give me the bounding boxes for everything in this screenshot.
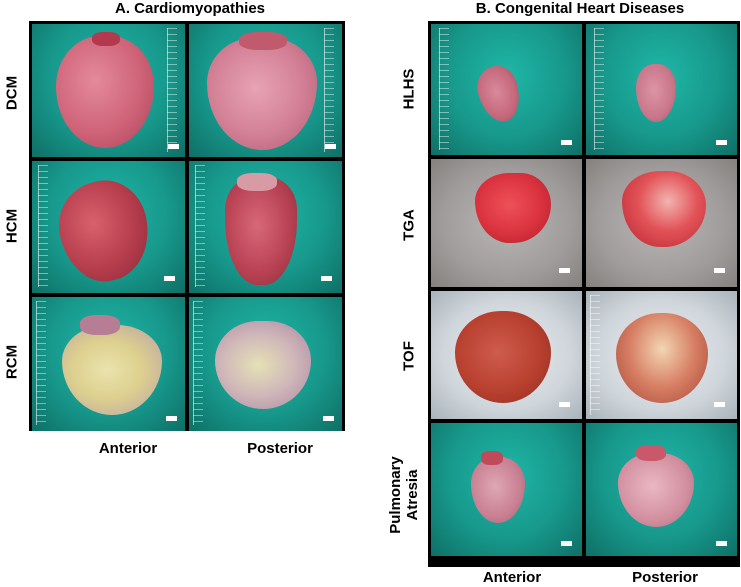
image-rcm-anterior xyxy=(32,297,185,431)
image-hcm-posterior xyxy=(189,161,342,293)
image-rcm-posterior xyxy=(189,297,342,431)
scale-bar xyxy=(323,416,334,421)
image-pulmonary-atresia-posterior xyxy=(586,423,737,556)
scale-bar xyxy=(561,140,572,145)
image-hlhs-posterior xyxy=(586,24,737,155)
image-hcm-anterior xyxy=(32,161,185,293)
heart-specimen xyxy=(616,313,708,403)
image-dcm-anterior xyxy=(32,24,185,157)
scale-bar xyxy=(559,268,570,273)
scale-bar xyxy=(561,541,572,546)
scale-bar xyxy=(714,402,725,407)
scale-bar xyxy=(714,268,725,273)
panel-b-col-anterior: Anterior xyxy=(482,569,542,586)
scale-bar xyxy=(325,144,336,149)
row-label-rcm: RCM xyxy=(3,344,21,380)
row-label-tof: TOF xyxy=(400,341,418,371)
panel-b-col-posterior: Posterior xyxy=(632,569,698,586)
heart-specimen xyxy=(636,64,676,122)
panel-b-image-grid xyxy=(428,21,740,567)
panel-a-col-posterior: Posterior xyxy=(247,440,313,457)
image-dcm-posterior xyxy=(189,24,342,157)
image-tga-anterior xyxy=(431,159,582,287)
image-hlhs-anterior xyxy=(431,24,582,155)
panel-a-col-anterior: Anterior xyxy=(98,440,158,457)
heart-specimen xyxy=(455,311,551,403)
row-label-tga: TGA xyxy=(400,209,418,241)
heart-specimen xyxy=(50,172,158,290)
row-label-dcm: DCM xyxy=(3,75,21,111)
panel-a-image-grid xyxy=(29,21,345,431)
heart-specimen xyxy=(472,61,526,127)
image-pulmonary-atresia-anterior xyxy=(431,423,582,556)
scale-bar xyxy=(716,541,727,546)
scale-bar xyxy=(168,144,179,149)
panel-a-title: A. Cardiomyopathies xyxy=(114,0,266,17)
panel-b-title: B. Congenital Heart Diseases xyxy=(475,0,685,17)
row-label-hlhs: HLHS xyxy=(400,68,418,110)
heart-specimen xyxy=(475,173,551,243)
heart-specimen xyxy=(215,321,311,409)
heart-specimen xyxy=(56,36,154,148)
heart-specimen xyxy=(622,171,706,247)
scale-bar xyxy=(321,276,332,281)
heart-specimen xyxy=(471,457,525,523)
scale-bar xyxy=(164,276,175,281)
heart-specimen xyxy=(62,325,162,415)
scale-bar xyxy=(166,416,177,421)
scale-bar xyxy=(559,402,570,407)
image-tof-posterior xyxy=(586,291,737,419)
heart-specimen xyxy=(618,453,694,527)
heart-specimen xyxy=(225,177,297,285)
row-label-hcm: HCM xyxy=(3,208,21,244)
image-tga-posterior xyxy=(586,159,737,287)
row-label-pulmonary-atresia: Pulmonary Atresia xyxy=(387,456,421,534)
image-tof-anterior xyxy=(431,291,582,419)
scale-bar xyxy=(716,140,727,145)
heart-specimen xyxy=(207,38,317,150)
